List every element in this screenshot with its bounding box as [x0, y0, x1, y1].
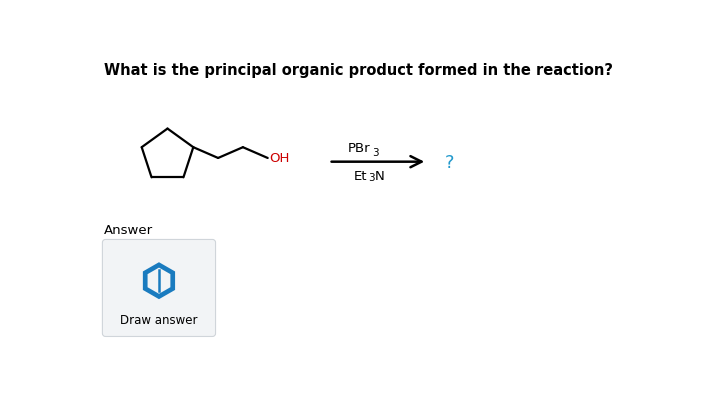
Text: Et: Et	[354, 170, 367, 183]
Text: What is the principal organic product formed in the reaction?: What is the principal organic product fo…	[104, 62, 613, 77]
Text: 3: 3	[372, 148, 378, 158]
Text: Draw answer: Draw answer	[120, 313, 198, 326]
Text: Answer: Answer	[104, 224, 153, 237]
Text: ?: ?	[445, 153, 454, 171]
FancyBboxPatch shape	[102, 240, 215, 337]
Text: 3: 3	[369, 173, 375, 183]
Text: PBr: PBr	[348, 142, 370, 155]
Text: OH: OH	[269, 152, 289, 165]
Polygon shape	[148, 268, 171, 294]
Polygon shape	[143, 262, 175, 299]
Text: N: N	[375, 170, 384, 183]
